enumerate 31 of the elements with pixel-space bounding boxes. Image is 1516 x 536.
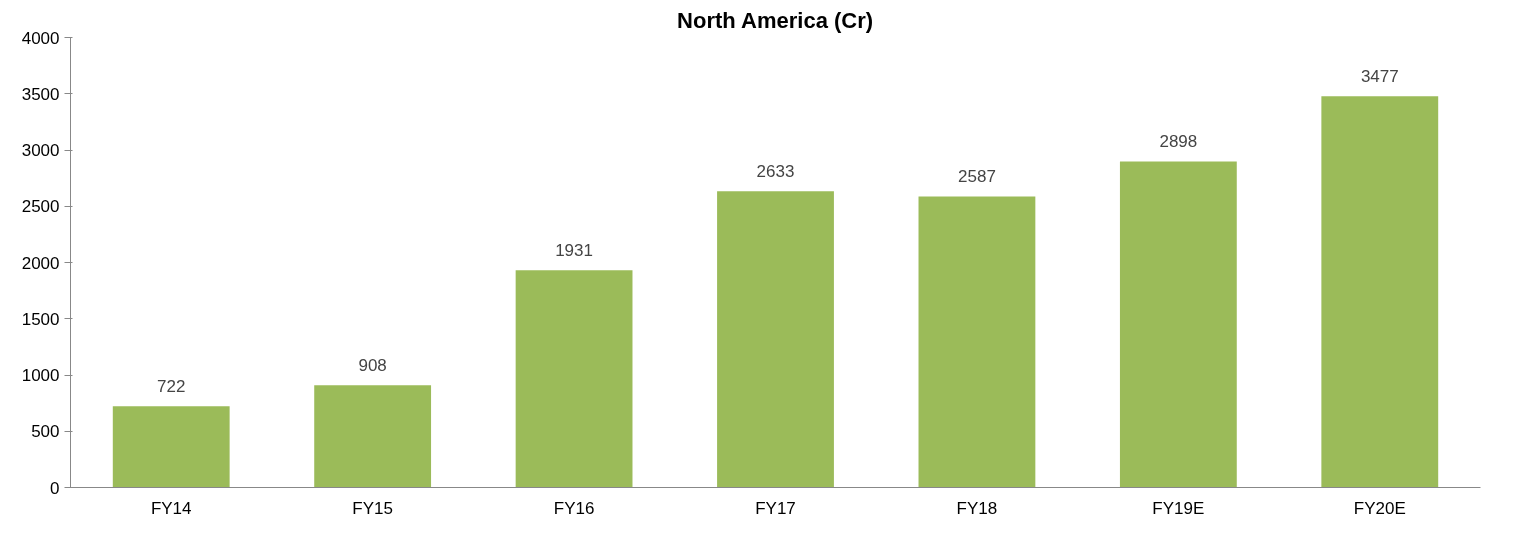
y-tick-label: 2000 — [21, 253, 60, 273]
bar — [1321, 96, 1439, 488]
bar — [717, 191, 834, 488]
y-tick-label: 0 — [50, 478, 60, 498]
x-tick-label: FY19E — [1152, 498, 1205, 518]
bar — [314, 385, 432, 488]
x-tick-label: FY16 — [553, 498, 595, 518]
bar — [1119, 161, 1237, 488]
x-tick-label: FY17 — [755, 498, 796, 518]
y-tick-label: 500 — [31, 422, 60, 442]
data-label: 2898 — [1159, 132, 1198, 152]
bar — [112, 406, 230, 488]
data-label: 2633 — [756, 162, 795, 182]
data-label: 722 — [157, 377, 186, 397]
data-label: 1931 — [555, 241, 593, 261]
y-tick-label: 1500 — [21, 309, 60, 329]
bar — [918, 196, 1036, 488]
x-tick-label: FY20E — [1353, 498, 1406, 518]
data-label: 2587 — [958, 167, 996, 187]
y-tick-label: 4000 — [21, 28, 60, 48]
data-label: 3477 — [1360, 67, 1399, 87]
x-tick-label: FY14 — [150, 498, 192, 518]
y-tick-label: 3000 — [21, 141, 60, 160]
x-tick-label: FY18 — [956, 498, 998, 518]
x-tick-label: FY15 — [352, 498, 393, 518]
bar — [515, 270, 633, 488]
y-tick-label: 1000 — [21, 366, 60, 385]
data-label: 908 — [358, 356, 387, 376]
chart-title: North America (Cr) — [677, 7, 874, 33]
y-tick-label: 3500 — [21, 84, 60, 104]
y-tick-label: 2500 — [21, 197, 60, 217]
